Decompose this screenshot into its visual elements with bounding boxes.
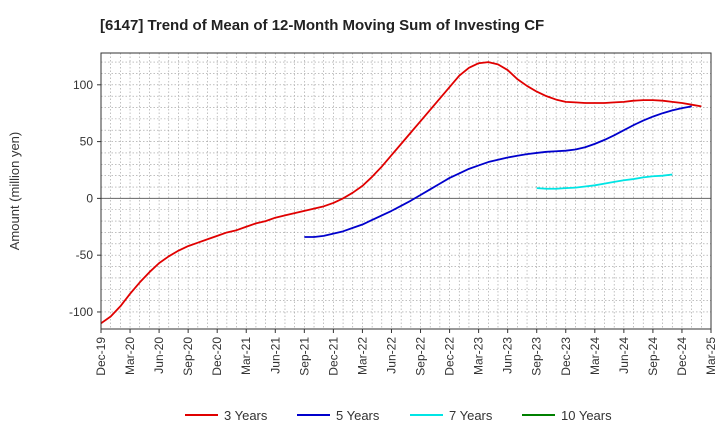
x-tick-label: Dec-24: [675, 337, 689, 376]
x-tick-label: Mar-20: [123, 337, 137, 375]
x-tick-label: Jun-22: [384, 337, 398, 374]
x-tick-label: Sep-21: [297, 337, 311, 376]
y-tick-label: -50: [76, 248, 94, 262]
x-tick-label: Mar-22: [355, 337, 369, 375]
x-tick-label: Jun-23: [501, 337, 515, 374]
x-tick-label: Sep-20: [181, 337, 195, 376]
x-tick-label: Sep-22: [414, 337, 428, 376]
y-tick-label: 50: [80, 135, 94, 149]
x-tick-label: Jun-21: [268, 337, 282, 374]
y-tick-label: 0: [86, 191, 93, 205]
legend-label: 3 Years: [224, 408, 268, 423]
series-line-3-years: [100, 61, 702, 325]
series-line-7-years: [536, 173, 673, 190]
x-tick-label: Dec-23: [559, 337, 573, 376]
grid-lines: [101, 53, 711, 329]
x-tick-label: Mar-23: [472, 337, 486, 375]
legend-label: 7 Years: [449, 408, 493, 423]
legend-label: 5 Years: [336, 408, 380, 423]
y-axis-label: Amount (million yen): [7, 132, 22, 251]
y-tick-label: -100: [69, 305, 93, 319]
y-tick-label: 100: [73, 78, 93, 92]
x-tick-label: Dec-20: [210, 337, 224, 376]
chart-title: [6147] Trend of Mean of 12-Month Moving …: [100, 17, 544, 34]
x-axis-ticks: Dec-19 Mar-20 Jun-20 Sep-20 Dec-20 Mar-21 Jun-…: [94, 329, 718, 376]
x-tick-label: Dec-19: [94, 337, 108, 376]
x-tick-label: Mar-25: [704, 337, 718, 375]
x-tick-label: Sep-24: [646, 337, 660, 376]
legend: 3 Years 5 Years 7 Years 10 Years: [185, 408, 612, 423]
x-tick-label: Mar-21: [239, 337, 253, 375]
x-tick-label: Jun-20: [152, 337, 166, 374]
series-line-5-years: [304, 105, 692, 238]
x-tick-label: Dec-22: [443, 337, 457, 376]
y-axis-ticks: 100 50 0 -50 -100: [69, 78, 101, 319]
x-tick-label: Jun-24: [617, 337, 631, 374]
series-lines: [100, 61, 702, 325]
plot-area: [100, 52, 712, 330]
x-tick-label: Sep-23: [530, 337, 544, 376]
legend-label: 10 Years: [561, 408, 612, 423]
x-tick-label: Mar-24: [588, 337, 602, 375]
x-tick-label: Dec-21: [326, 337, 340, 376]
